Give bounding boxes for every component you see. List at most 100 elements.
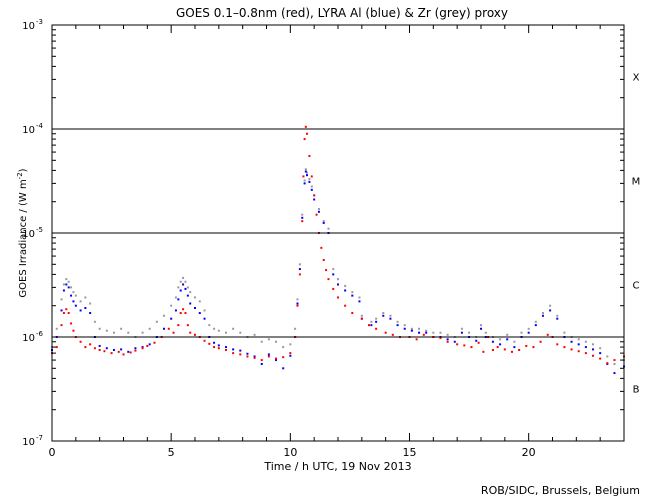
data-point-lyra-zr [198, 300, 201, 303]
data-point-goes [224, 348, 227, 351]
data-point-lyra-zr [74, 294, 77, 297]
data-point-lyra-zr [267, 338, 270, 341]
data-point-lyra-al [298, 268, 301, 271]
data-point-goes [153, 341, 156, 344]
data-point-goes [84, 346, 87, 349]
data-point-goes [62, 312, 65, 315]
data-point-lyra-zr [275, 340, 278, 343]
data-point-lyra-al [332, 273, 335, 276]
flare-class-label-x: X [633, 72, 640, 83]
data-point-lyra-zr [513, 340, 516, 343]
y-axis-label-exponent: -2 [16, 172, 24, 179]
data-point-lyra-zr [163, 314, 166, 317]
data-point-lyra-zr [484, 331, 487, 334]
data-point-goes [491, 348, 494, 351]
data-point-goes [310, 175, 313, 178]
data-point-goes [110, 352, 113, 355]
data-point-goes [606, 362, 609, 365]
data-point-goes [532, 346, 535, 349]
data-point-lyra-al [296, 302, 299, 305]
x-axis-ticks: 0 5 10 15 20 [49, 25, 625, 459]
data-point-lyra-al [491, 340, 494, 343]
data-point-lyra-al [186, 294, 189, 297]
data-point-lyra-zr [203, 309, 206, 312]
data-point-lyra-al [174, 309, 177, 312]
data-point-lyra-zr [55, 327, 58, 330]
data-point-lyra-al [217, 344, 220, 347]
data-point-goes [360, 317, 363, 320]
data-point-lyra-zr [127, 331, 130, 334]
y-tick-exponent: -5 [36, 226, 43, 234]
data-point-lyra-al [72, 300, 75, 303]
data-point-lyra-al [70, 294, 73, 297]
flare-class-label-c: C [633, 280, 640, 291]
data-point-lyra-al [592, 348, 595, 351]
data-point-goes [563, 346, 566, 349]
data-point-goes [332, 287, 335, 290]
data-point-goes [232, 352, 235, 355]
y-tick-label: 10 [22, 125, 35, 136]
data-point-goes [203, 339, 206, 342]
data-point-lyra-al [506, 338, 509, 341]
data-point-lyra-zr [289, 343, 292, 346]
data-point-lyra-al [163, 327, 166, 330]
data-point-goes [446, 340, 449, 343]
x-tick-label: 10 [283, 446, 297, 459]
data-point-lyra-zr [179, 280, 182, 283]
data-point-lyra-al [275, 359, 278, 362]
data-point-lyra-zr [375, 317, 378, 320]
data-point-lyra-al [460, 331, 463, 334]
data-point-lyra-al [60, 309, 63, 312]
data-point-lyra-al [89, 312, 92, 315]
data-point-goes [282, 356, 285, 359]
data-point-goes [98, 348, 101, 351]
data-point-goes [503, 348, 506, 351]
data-point-lyra-al [570, 340, 573, 343]
credit-text: ROB/SIDC, Brussels, Belgium [481, 484, 640, 497]
data-point-lyra-al [599, 352, 602, 355]
data-point-lyra-al [534, 324, 537, 327]
data-point-goes [556, 343, 559, 346]
data-point-lyra-zr [186, 286, 189, 289]
data-point-lyra-zr [577, 338, 580, 341]
data-point-goes [570, 348, 573, 351]
data-point-goes [103, 350, 106, 353]
data-point-goes [539, 340, 542, 343]
data-point-lyra-al [179, 289, 182, 292]
data-point-goes [275, 357, 278, 360]
data-point-lyra-zr [410, 327, 413, 330]
data-point-lyra-zr [337, 278, 339, 281]
data-point-lyra-zr [67, 280, 70, 283]
data-point-goes [67, 312, 70, 315]
data-point-goes [577, 350, 580, 353]
data-point-lyra-zr [239, 331, 242, 334]
x-tick-label: 0 [49, 446, 56, 459]
data-point-lyra-al [527, 331, 530, 334]
data-point-lyra-zr [344, 284, 347, 287]
data-point-lyra-al [194, 307, 196, 310]
data-point-lyra-al [189, 302, 192, 305]
data-point-lyra-zr [98, 327, 101, 330]
data-point-goes [117, 350, 120, 353]
data-point-lyra-al [304, 170, 307, 173]
data-point-goes [186, 324, 189, 327]
data-point-lyra-al [541, 314, 544, 317]
y-tick-exponent: -4 [36, 122, 44, 130]
data-point-goes [325, 269, 328, 272]
data-point-goes [313, 194, 316, 197]
data-point-goes [525, 344, 528, 347]
data-point-goes [55, 346, 58, 349]
data-point-lyra-al [74, 304, 77, 307]
x-axis-label: Time / h UTC, 19 Nov 2013 [263, 460, 411, 473]
data-point-goes [89, 343, 92, 346]
data-point-lyra-al [322, 221, 325, 224]
x-tick-label: 5 [168, 446, 175, 459]
data-point-goes [384, 331, 387, 334]
data-point-lyra-al [239, 349, 242, 352]
data-point-goes [308, 155, 311, 157]
data-point-lyra-zr [303, 179, 306, 182]
flare-class-label-m: M [632, 176, 641, 187]
data-point-lyra-al [120, 348, 123, 351]
data-point-lyra-al [584, 346, 587, 349]
data-point-lyra-zr [60, 298, 63, 301]
